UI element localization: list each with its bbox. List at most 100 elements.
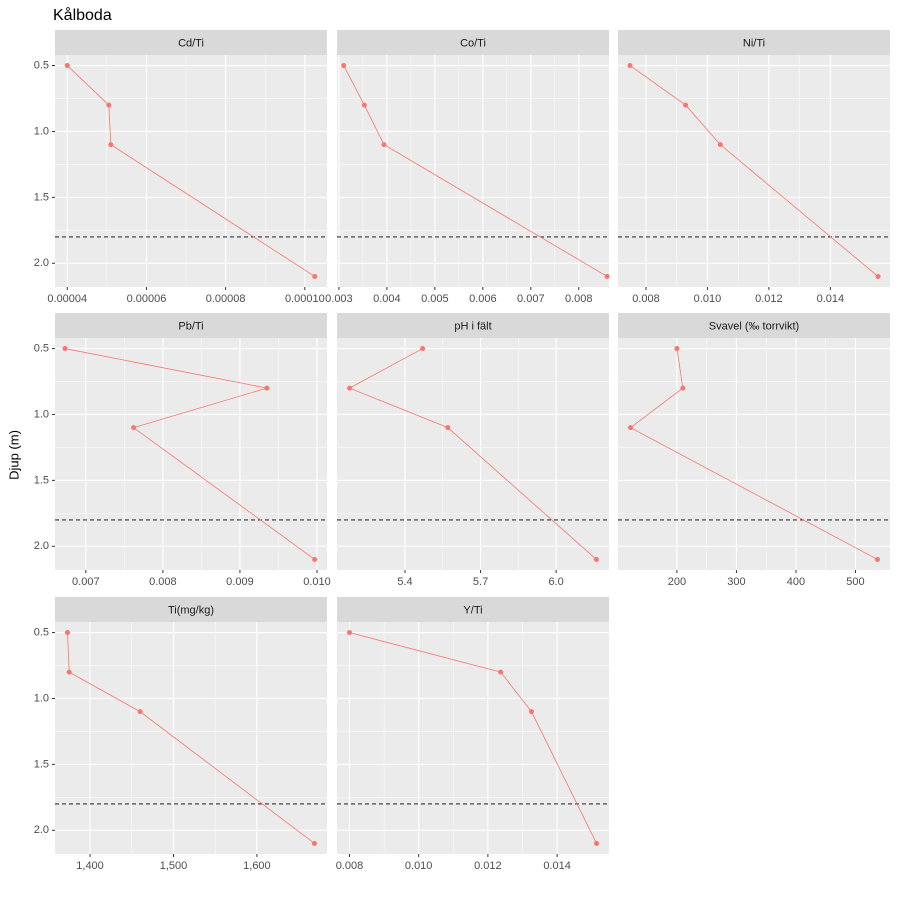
chart-title: Kålboda [53,6,112,24]
x-tick-label: 0.012 [755,293,783,305]
x-tick-label: 0.003 [325,293,353,305]
data-point [347,385,353,391]
x-tick-label: 0.010 [303,576,331,588]
x-tick-label: 0.00006 [127,293,167,305]
data-line [629,65,879,277]
data-line [348,348,597,560]
data-point [311,840,317,846]
panel-background [55,55,327,287]
x-tick-label: 6.0 [548,576,563,588]
panel-title: Cd/Ti [178,37,204,49]
x-tick-label: 0.008 [336,860,364,872]
data-point [717,142,723,148]
x-tick-label: 1,600 [243,860,271,872]
data-line [67,632,315,844]
data-point [498,669,504,675]
data-point [65,630,71,636]
data-line [343,65,608,277]
panel-title: Ni/Ti [743,37,765,49]
x-tick-label: 0.012 [474,860,502,872]
x-tick-label: 200 [668,576,686,588]
data-point [627,425,633,431]
data-point [875,556,881,562]
strip [618,313,890,338]
strip [618,30,890,55]
y-tick-label: 1.5 [34,474,49,486]
data-point [420,346,426,352]
strip [55,597,327,622]
x-tick-label: 0.00010 [285,293,325,305]
panel-background [337,55,609,287]
data-point [680,385,686,391]
panel-background [618,338,890,570]
y-tick-label: 0.5 [34,626,49,638]
data-point [683,102,689,108]
x-tick-label: 0.010 [694,293,722,305]
data-point [627,63,633,69]
panel-title: Y/Ti [463,604,482,616]
data-point [108,142,114,148]
data-line [66,65,315,277]
x-tick-label: 0.009 [226,576,254,588]
y-tick-label: 1.5 [34,191,49,203]
x-tick-label: 0.005 [421,293,449,305]
data-point [264,385,270,391]
y-tick-label: 1.0 [34,125,49,137]
panel-title: Svavel (‰ torrvikt) [709,320,799,332]
y-tick-label: 0.5 [34,59,49,71]
data-point [312,273,318,279]
x-tick-label: 0.008 [565,293,593,305]
x-tick-label: 0.014 [543,860,571,872]
data-point [62,346,68,352]
data-point [131,425,137,431]
panel-title: Co/Ti [460,37,486,49]
panel-title: Pb/Ti [178,320,203,332]
data-point [361,102,367,108]
data-point [66,669,72,675]
strip [55,313,327,338]
data-line [64,348,315,560]
x-tick-label: 0.004 [373,293,401,305]
data-point [604,273,610,279]
data-point [381,142,387,148]
x-tick-label: 5.7 [473,576,488,588]
x-tick-label: 0.006 [469,293,497,305]
strip [337,597,609,622]
data-point [674,346,680,352]
strip [337,313,609,338]
x-tick-label: 1,500 [160,860,188,872]
x-tick-label: 1,400 [76,860,104,872]
data-point [312,556,318,562]
y-tick-label: 1.0 [34,408,49,420]
y-tick-label: 1.0 [34,692,49,704]
data-point [346,630,352,636]
panel-title: Ti(mg/kg) [168,604,214,616]
panel-background [337,338,609,570]
panel-background [337,622,609,854]
panel-background [55,338,327,570]
data-line [629,348,878,560]
x-tick-label: 400 [787,576,805,588]
x-tick-label: 0.007 [72,576,100,588]
data-point [445,425,451,431]
data-point [528,709,534,715]
data-point [875,273,881,279]
x-tick-label: 0.007 [517,293,545,305]
x-tick-label: 5.4 [397,576,412,588]
data-point [106,102,112,108]
data-point [341,63,347,69]
y-tick-label: 1.5 [34,758,49,770]
panel-background [55,622,327,854]
strip [55,30,327,55]
data-point [64,63,70,69]
y-axis-label: Djup (m) [6,430,21,480]
y-tick-label: 2.0 [34,824,49,836]
x-tick-label: 0.010 [405,860,433,872]
data-point [593,556,599,562]
y-tick-label: 2.0 [34,257,49,269]
y-tick-label: 0.5 [34,342,49,354]
x-tick-label: 0.008 [632,293,660,305]
data-line [349,632,597,844]
